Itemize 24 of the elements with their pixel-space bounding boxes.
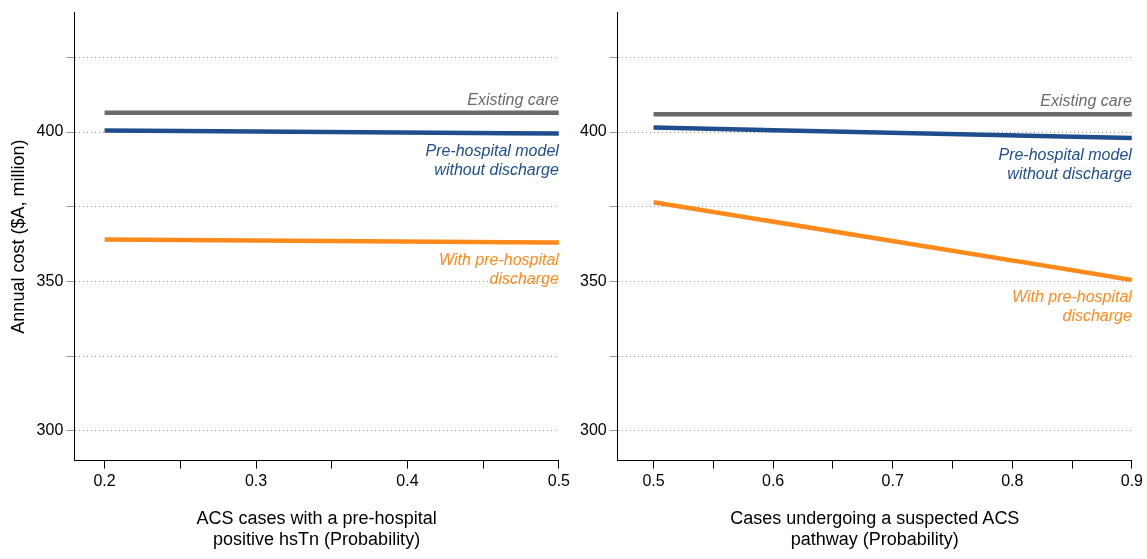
y-tick-label: 350	[579, 271, 607, 289]
x-tick-label: 0.3	[244, 471, 268, 489]
x-tick-label: 0.7	[881, 471, 904, 489]
x-tick-label: 0.2	[93, 471, 116, 489]
x-tick-label: 0.6	[762, 471, 785, 489]
series-label: With pre-hospital discharge	[438, 250, 560, 287]
x-tick-label: 0.5	[642, 471, 665, 489]
y-tick-label: 400	[579, 122, 607, 140]
x-tick-label: 0.5	[547, 471, 571, 489]
y-axis-title: Annual cost ($A, million)	[7, 139, 28, 334]
y-tick-label: 350	[36, 271, 64, 289]
series-label: Existing care	[1040, 92, 1132, 110]
x-axis-title: ACS cases with a pre-hospital positive hsTn (Probability)	[196, 507, 437, 550]
x-axis-title: Cases undergoing a suspected ACS pathway (Probability)	[730, 507, 1020, 550]
y-tick-label: 400	[36, 122, 64, 140]
series-label: Existing care	[467, 90, 559, 108]
series-label: With pre-hospital discharge	[1011, 287, 1133, 324]
x-tick-label: 0.4	[396, 471, 419, 489]
series-label: Pre-hospital model without discharge	[998, 146, 1133, 183]
x-tick-label: 0.9	[1120, 471, 1144, 489]
series-label: Pre-hospital model without discharge	[425, 141, 560, 178]
x-tick-label: 0.8	[1001, 471, 1024, 489]
y-tick-label: 300	[579, 421, 607, 439]
y-tick-label: 300	[36, 421, 64, 439]
